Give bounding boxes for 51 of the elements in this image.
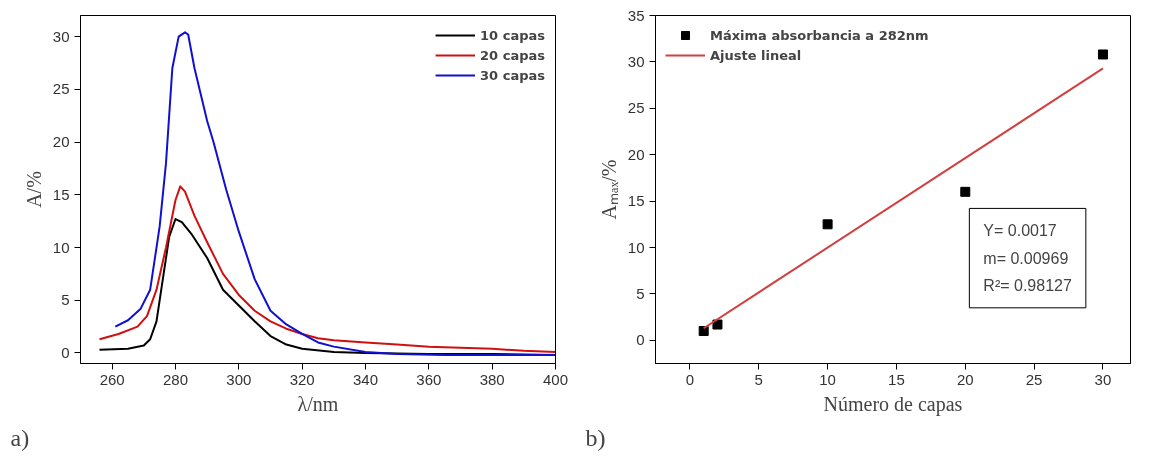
x-tick-label: 300: [226, 370, 252, 388]
x-tick-label: 380: [479, 370, 505, 388]
x-axis-title: Número de capas: [823, 392, 963, 416]
y-axis-title: Aₘₐₓ/%: [597, 159, 620, 220]
y-tick-label: 35: [627, 6, 645, 24]
x-tick-label: 20: [956, 370, 974, 388]
legend-label: 30 capas: [480, 67, 545, 83]
legend-label: 10 capas: [480, 27, 545, 43]
legend-label: 20 capas: [480, 47, 545, 63]
y-axis-title: A/%: [22, 171, 45, 208]
x-tick-label: 30: [1094, 370, 1112, 388]
y-tick-label: 30: [627, 52, 645, 70]
line-series: [114, 31, 556, 357]
y-tick-label: 30: [52, 27, 70, 45]
y-tick-label: 20: [52, 133, 70, 151]
y-tick-label: 0: [636, 331, 645, 349]
x-tick-label: 15: [888, 370, 905, 388]
y-tick-label: 15: [52, 185, 70, 203]
annotation: Y= 0.0017: [983, 222, 1057, 240]
y-tick-label: 10: [52, 238, 70, 256]
y-tick-label: 15: [627, 192, 645, 210]
text: a): [10, 424, 30, 451]
y-tick-label: 10: [627, 238, 645, 256]
y-tick-label: 0: [61, 343, 70, 361]
x-tick-label: 260: [99, 370, 125, 388]
text: b): [585, 424, 606, 451]
y-tick-label: 5: [636, 284, 645, 302]
x-tick-label: 400: [542, 370, 569, 388]
x-tick-label: 360: [416, 370, 442, 388]
x-axis-title: λ/nm: [297, 392, 339, 415]
x-tick-label: 280: [162, 370, 189, 388]
legend-label: Máxima absorbancia a 282nm: [710, 27, 929, 43]
y-tick-label: 5: [61, 291, 70, 309]
x-tick-label: 0: [685, 370, 695, 388]
annotation: m= 0.00969: [983, 249, 1069, 267]
point: [960, 186, 971, 197]
line-series: [98, 185, 556, 353]
y-tick-label: 20: [627, 145, 645, 163]
x-tick-label: 25: [1025, 370, 1043, 388]
annotation: R²= 0.98127: [983, 276, 1072, 294]
x-tick-label: 5: [754, 370, 763, 388]
point: [822, 219, 833, 230]
y-tick-label: 25: [52, 80, 70, 98]
x-tick-label: 340: [352, 370, 379, 388]
x-tick-label: 320: [289, 370, 315, 388]
y-tick-label: 25: [627, 99, 645, 117]
point: [1097, 49, 1108, 60]
legend-label: Ajuste lineal: [710, 47, 802, 63]
point: [712, 319, 723, 330]
point: [698, 326, 709, 337]
x-tick-label: 10: [819, 370, 836, 388]
